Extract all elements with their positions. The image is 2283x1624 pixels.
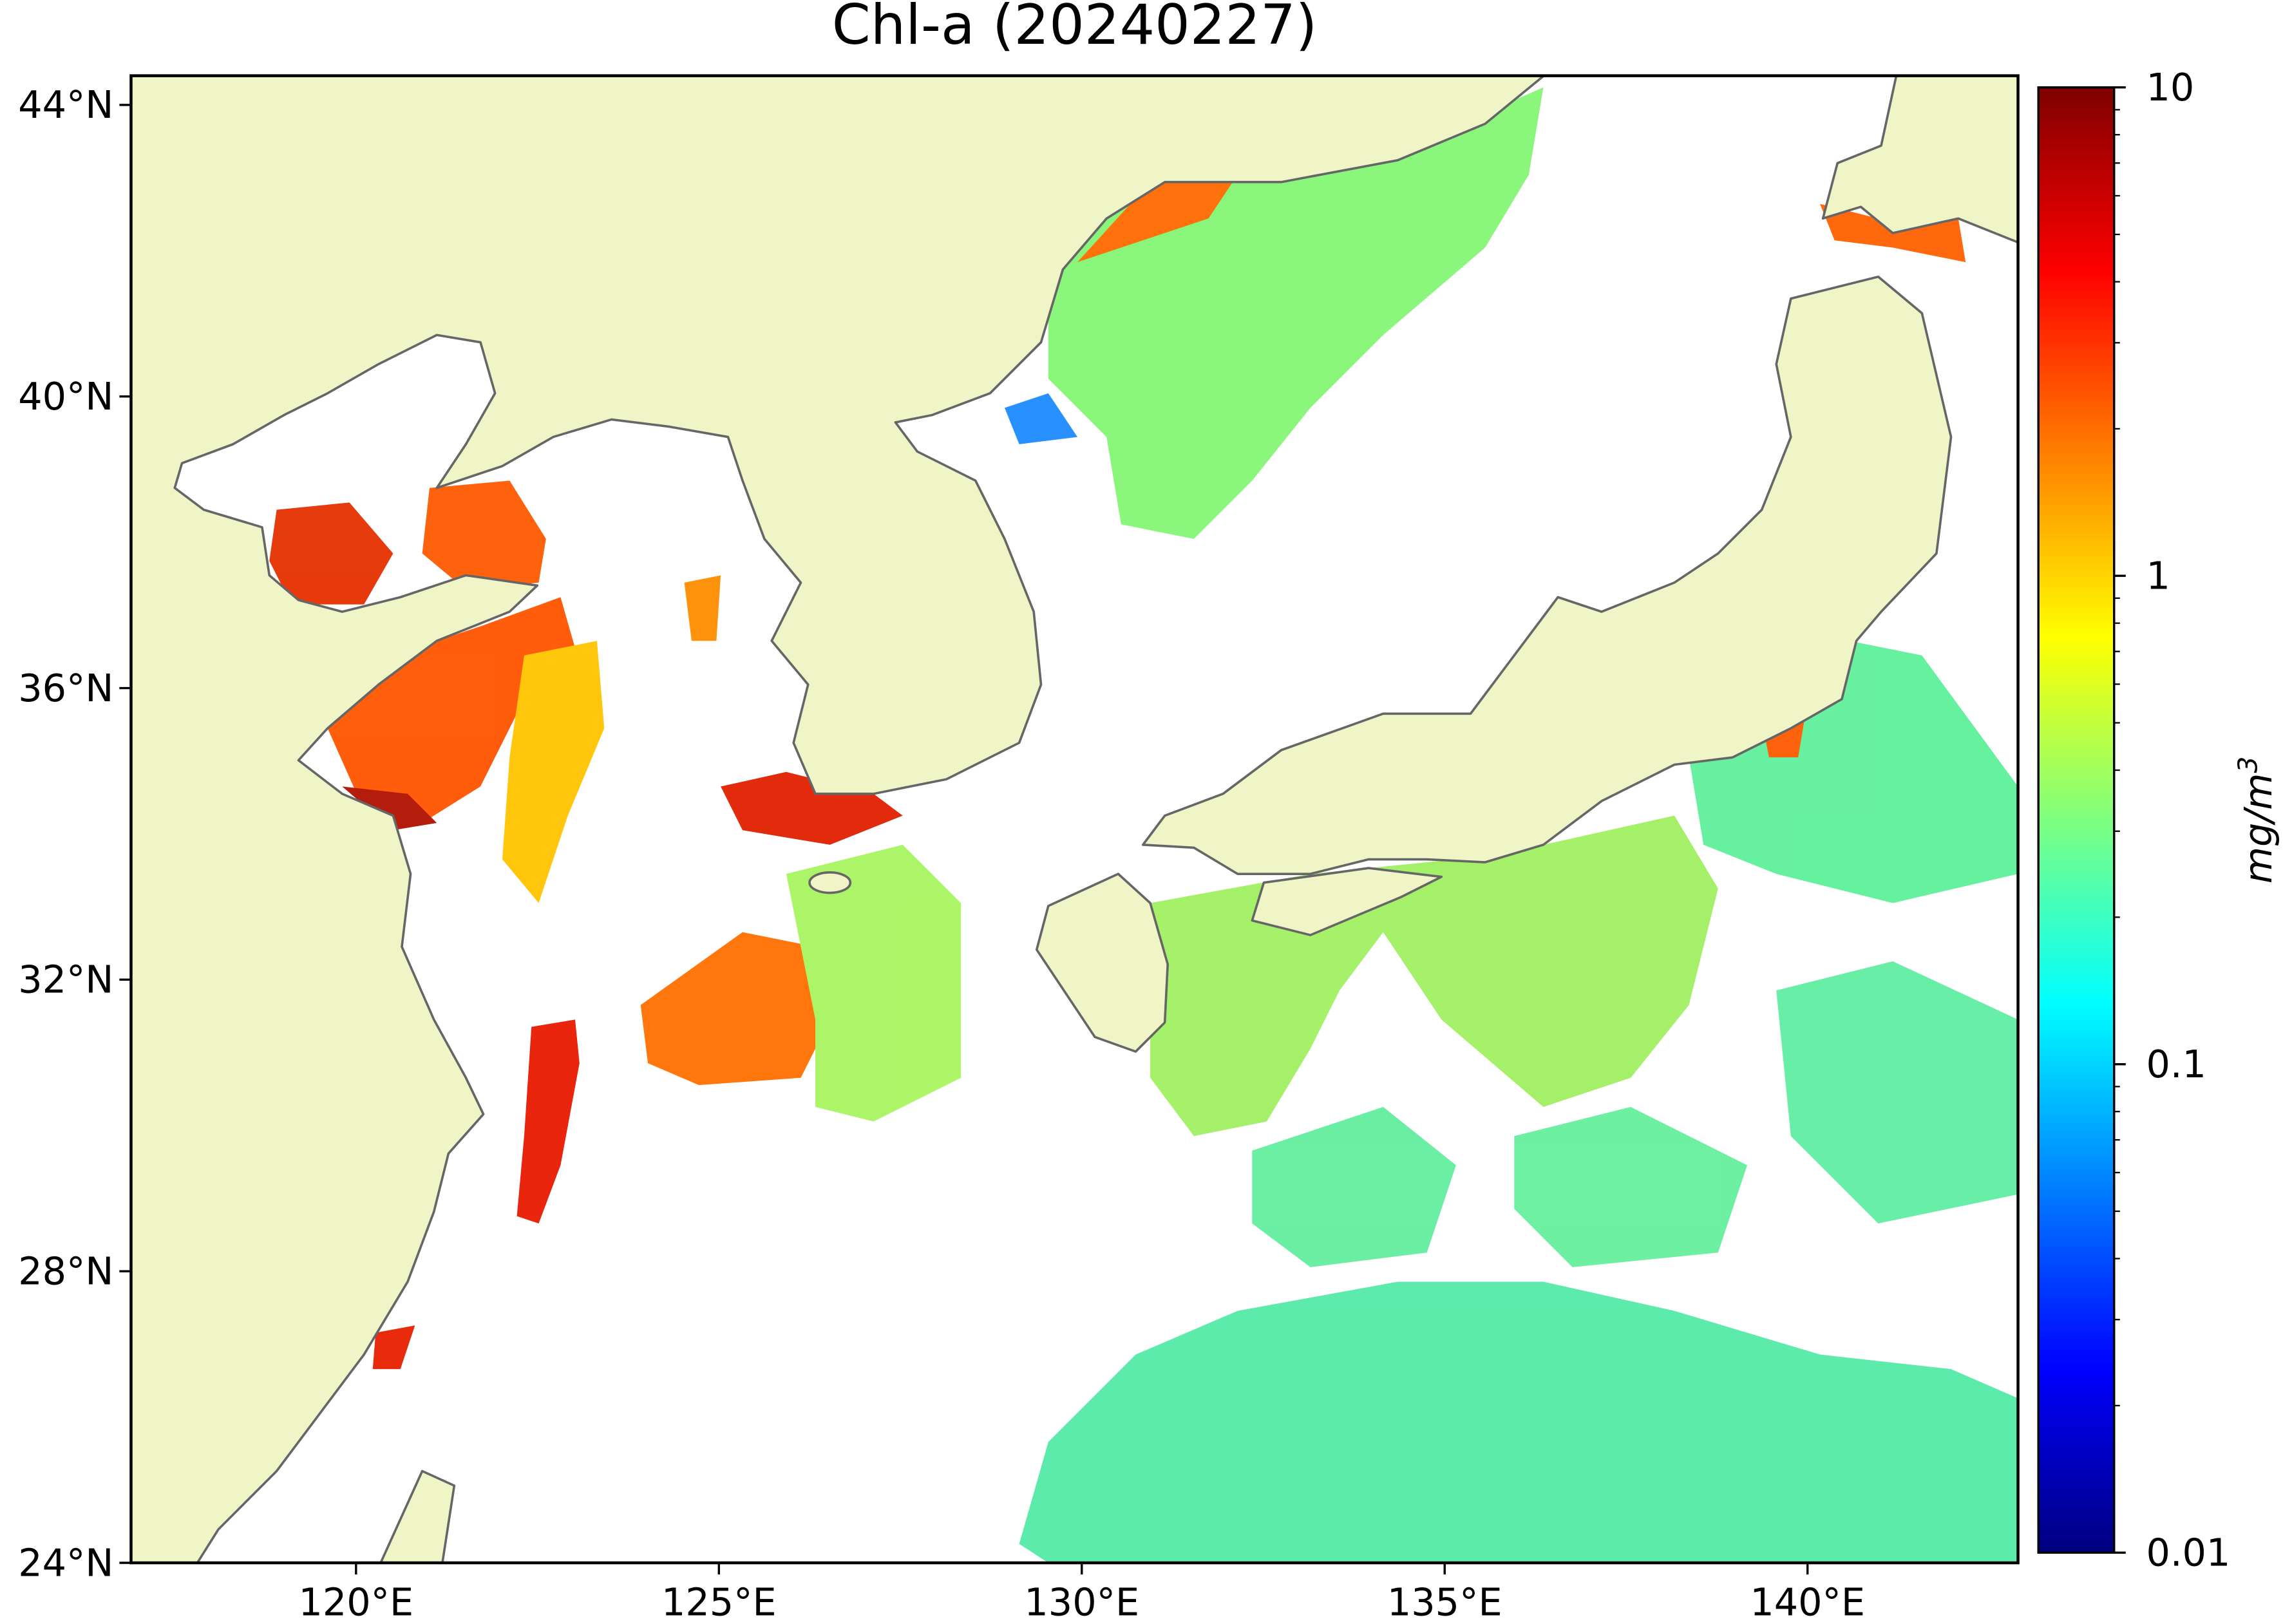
land-taiwan [379,1469,456,1563]
colorbar-tick-label: 0.1 [2146,1042,2206,1086]
chart-title: Chl-a (20240227) [832,0,1317,57]
colorbar-tick-label: 10 [2146,65,2194,109]
y-tick-label: 36°N [18,666,113,710]
y-tick-label: 24°N [18,1540,113,1585]
y-tick-label: 28°N [18,1249,113,1294]
chlorophyll-field [269,87,2018,1563]
land-jeju [808,871,852,894]
y-tick-label: 40°N [18,374,113,419]
land-shikoku [1251,867,1443,936]
x-tick-label: 120°E [298,1580,413,1624]
x-tick-label: 125°E [661,1580,777,1624]
colorbar [2037,86,2116,1554]
land-honshu [1141,275,1953,875]
y-tick-label: 32°N [18,958,113,1002]
y-tick-label: 44°N [18,82,113,127]
colorbar-label: mg/m3 [2232,757,2280,884]
colorbar-tick-label: 1 [2146,554,2170,598]
x-tick-label: 130°E [1024,1580,1139,1624]
colorbar-label-superscript: 3 [2232,757,2263,773]
map-frame [129,74,2020,1565]
land-hokkaido [1821,75,2018,244]
x-tick-label: 140°E [1750,1580,1865,1624]
map-area [131,75,2018,1563]
colorbar-tick-label: 0.01 [2146,1531,2230,1575]
colorbar-label-base: mg/m [2236,773,2280,884]
land-kyushu [1035,873,1170,1053]
land-mainland [131,75,1546,1563]
x-tick-label: 135°E [1387,1580,1502,1624]
